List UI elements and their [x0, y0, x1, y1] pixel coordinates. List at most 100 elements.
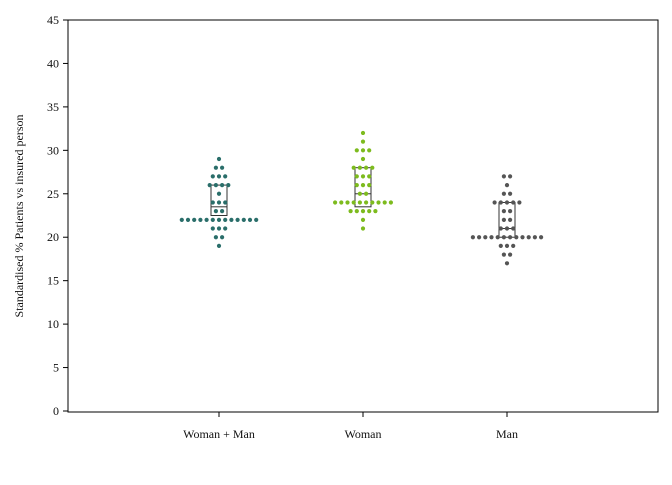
data-point	[508, 209, 513, 214]
y-tick-label: 40	[47, 56, 59, 70]
data-point	[333, 200, 338, 205]
data-point	[226, 182, 231, 188]
data-point	[526, 235, 531, 240]
data-point	[514, 235, 519, 240]
data-point	[483, 235, 488, 240]
data-point	[370, 200, 375, 205]
data-point	[220, 209, 225, 214]
data-point	[192, 217, 197, 222]
y-tick-label: 10	[47, 317, 59, 331]
data-point	[216, 243, 222, 249]
data-point	[179, 217, 184, 222]
data-point	[477, 235, 482, 240]
data-point	[216, 217, 222, 222]
data-point	[220, 235, 225, 240]
data-point	[241, 217, 246, 222]
data-point	[498, 226, 503, 231]
data-point	[367, 209, 372, 214]
data-point	[339, 200, 344, 205]
data-point	[235, 217, 240, 222]
data-point	[210, 217, 215, 222]
data-point	[360, 139, 366, 144]
data-point	[360, 209, 366, 214]
data-point	[360, 217, 366, 222]
data-point	[470, 235, 475, 240]
data-point	[520, 235, 525, 240]
data-point	[354, 174, 359, 179]
data-point	[354, 182, 359, 188]
data-point	[216, 156, 222, 162]
data-point	[254, 217, 259, 222]
data-point	[210, 174, 215, 179]
y-tick-label: 5	[53, 361, 59, 375]
data-point	[373, 209, 378, 214]
data-point	[501, 235, 506, 240]
data-point	[345, 200, 350, 205]
series-group	[333, 130, 393, 231]
y-axis-label: Standardised % Patients vs insured perso…	[12, 115, 26, 318]
data-point	[213, 182, 218, 188]
data-point	[360, 148, 366, 153]
data-point	[532, 235, 538, 240]
box-mark	[498, 201, 516, 238]
data-point	[351, 165, 356, 170]
data-point	[216, 174, 222, 179]
data-point	[185, 217, 191, 222]
data-point	[204, 217, 209, 222]
y-tick-label: 30	[47, 143, 59, 157]
data-point	[511, 200, 516, 205]
data-point	[223, 174, 228, 179]
data-point	[364, 191, 369, 196]
data-point	[370, 165, 375, 170]
data-point	[382, 200, 387, 205]
series-group	[470, 174, 544, 266]
data-point	[367, 148, 372, 153]
data-point	[492, 200, 497, 205]
data-point	[216, 200, 222, 205]
data-point	[504, 182, 510, 188]
data-point	[223, 226, 228, 231]
x-axis: Woman + Man Woman Man	[183, 412, 518, 441]
data-point	[508, 217, 513, 222]
data-point	[357, 165, 362, 170]
data-point	[508, 191, 513, 196]
data-point	[354, 209, 359, 214]
data-point	[501, 217, 506, 222]
data-point	[376, 200, 381, 205]
y-axis: 0 5 10 15 20 25 30 35 40 45	[47, 13, 68, 418]
data-point	[223, 217, 228, 222]
data-point	[504, 226, 510, 231]
data-point	[367, 182, 372, 188]
data-point	[198, 217, 203, 222]
x-tick-label: Woman + Man	[183, 427, 255, 441]
chart-marks	[179, 130, 544, 266]
data-point	[495, 235, 500, 240]
data-point	[354, 148, 359, 153]
data-point	[501, 252, 506, 257]
data-point	[504, 243, 510, 249]
data-point	[216, 226, 222, 231]
plot-frame	[67, 19, 659, 413]
data-point	[367, 174, 372, 179]
data-point	[348, 209, 353, 214]
data-point	[229, 217, 234, 222]
y-tick-label: 45	[47, 13, 59, 27]
data-point	[213, 235, 218, 240]
data-point	[351, 200, 356, 205]
data-point	[213, 165, 218, 170]
data-point	[207, 182, 212, 188]
data-point	[220, 165, 225, 170]
data-point	[501, 174, 506, 179]
data-point	[357, 191, 362, 196]
data-point	[223, 200, 228, 205]
data-point	[364, 165, 369, 170]
data-point	[511, 226, 516, 231]
data-point	[247, 217, 253, 222]
data-point	[360, 174, 366, 179]
data-point	[498, 243, 503, 249]
data-point	[357, 200, 362, 205]
box-mark	[210, 184, 228, 216]
data-point	[504, 261, 510, 266]
